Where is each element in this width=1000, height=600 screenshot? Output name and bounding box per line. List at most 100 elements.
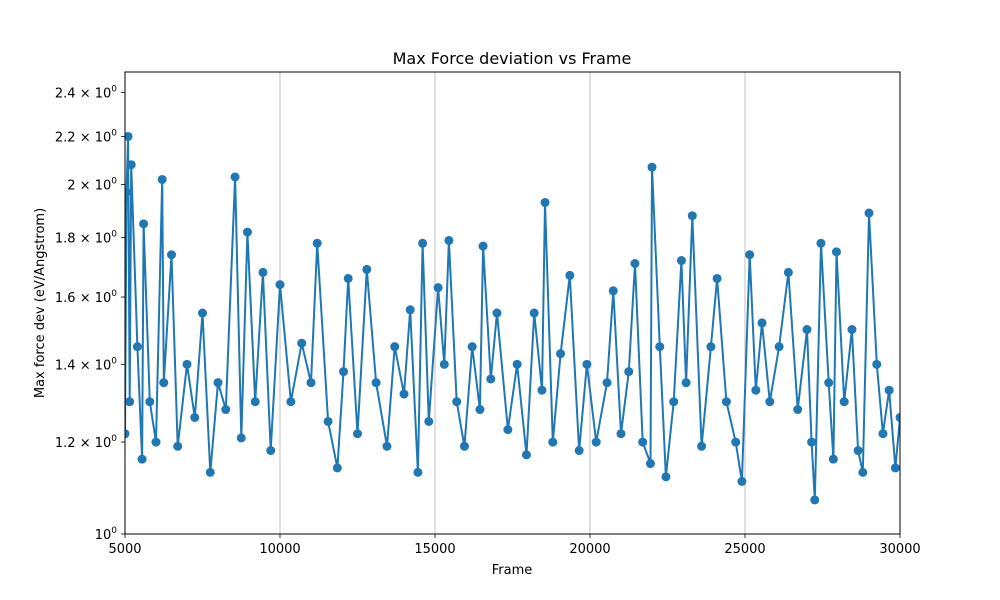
data-point (853, 446, 863, 456)
data-point (266, 446, 276, 456)
data-point (258, 267, 268, 277)
data-point (647, 162, 657, 172)
data-point (190, 412, 200, 422)
data-point (687, 211, 697, 221)
data-point (602, 378, 612, 388)
y-axis-title: Max force dev (eV/Angstrom) (33, 208, 48, 398)
data-point (645, 459, 655, 469)
data-point (339, 367, 349, 377)
data-point (343, 273, 353, 283)
data-point (807, 437, 817, 447)
data-point (439, 359, 449, 369)
series-group (125, 131, 900, 505)
data-point (323, 416, 333, 426)
data-point (125, 187, 132, 197)
data-point (306, 378, 316, 388)
y-tick-label: 1.8 × 100 (55, 230, 117, 247)
data-point (182, 359, 192, 369)
data-point (151, 437, 161, 447)
data-point (824, 378, 834, 388)
data-point (405, 305, 415, 315)
y-tick-label: 2.2 × 100 (55, 128, 117, 145)
data-point (132, 342, 142, 352)
data-point (286, 397, 296, 407)
data-point (173, 441, 183, 451)
y-tick-label: 100 (95, 526, 118, 543)
data-point (582, 359, 592, 369)
data-point (774, 342, 784, 352)
data-point (757, 318, 767, 328)
x-tick-label: 30000 (879, 542, 920, 557)
data-point (125, 397, 135, 407)
plot-area (125, 131, 900, 505)
data-point (847, 325, 857, 335)
data-point (399, 389, 409, 399)
data-point (332, 463, 342, 473)
y-tick-label: 1.6 × 100 (55, 289, 117, 306)
data-point (608, 286, 618, 296)
data-point (139, 219, 149, 229)
data-point (230, 172, 240, 182)
data-point (236, 433, 246, 443)
data-point (125, 131, 133, 141)
y-tick-label: 2.4 × 100 (55, 85, 117, 102)
data-point (624, 367, 634, 377)
data-point (878, 429, 888, 439)
data-point (890, 463, 900, 473)
data-point (697, 441, 707, 451)
data-point (250, 397, 260, 407)
data-point (459, 441, 469, 451)
data-point (433, 283, 443, 293)
data-point (529, 308, 539, 318)
x-tick-label: 5000 (108, 542, 141, 557)
data-point (706, 342, 716, 352)
y-tick-label: 1.2 × 100 (55, 434, 117, 451)
data-point (371, 378, 381, 388)
data-point (712, 273, 722, 283)
data-point (125, 429, 130, 439)
data-point (478, 241, 488, 251)
data-point (486, 374, 496, 384)
data-point (839, 397, 849, 407)
x-axis-ticks: 5000 10000 15000 20000 25000 30000 (108, 534, 921, 557)
data-point (548, 437, 558, 447)
data-point (418, 238, 428, 248)
x-tick-label: 10000 (259, 542, 300, 557)
x-tick-label: 15000 (414, 542, 455, 557)
data-point (676, 256, 686, 266)
y-tick-label: 2 × 100 (67, 177, 117, 194)
data-point (413, 467, 423, 477)
data-point (157, 174, 167, 184)
data-point (424, 416, 434, 426)
data-point (467, 342, 477, 352)
data-point (616, 429, 626, 439)
data-point (858, 467, 868, 477)
data-point (783, 267, 793, 277)
data-point (137, 454, 147, 464)
data-point (872, 359, 882, 369)
data-point (521, 450, 531, 460)
plot-frame (124, 71, 901, 535)
data-point (793, 405, 803, 415)
data-point (159, 378, 169, 388)
data-point (275, 280, 285, 290)
data-point (895, 412, 900, 422)
data-point (816, 238, 826, 248)
data-point (452, 397, 462, 407)
data-point (731, 437, 741, 447)
data-point (655, 342, 665, 352)
data-point (661, 472, 671, 482)
data-point (737, 476, 747, 486)
data-point (574, 446, 584, 456)
data-point (802, 325, 812, 335)
data-point (630, 258, 640, 268)
data-point (884, 385, 894, 395)
data-point (503, 425, 513, 435)
data-point (864, 208, 874, 218)
data-point (828, 454, 838, 464)
data-point (556, 349, 566, 359)
data-point (221, 405, 231, 415)
